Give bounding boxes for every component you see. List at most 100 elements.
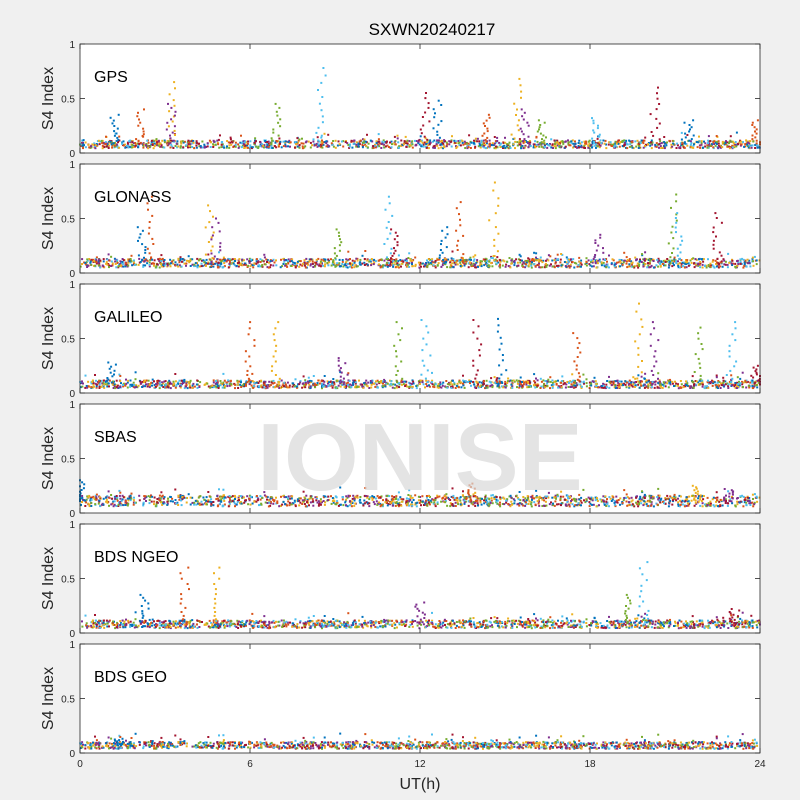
data-point bbox=[245, 384, 247, 387]
data-point bbox=[647, 264, 650, 267]
data-point bbox=[136, 386, 139, 389]
spike-point bbox=[321, 115, 324, 118]
data-point bbox=[310, 380, 313, 383]
data-point bbox=[536, 263, 539, 266]
data-point bbox=[312, 266, 315, 268]
spike-point bbox=[672, 247, 675, 250]
data-point bbox=[468, 258, 471, 261]
data-point bbox=[183, 262, 186, 265]
data-point bbox=[418, 143, 421, 146]
data-point bbox=[558, 146, 561, 149]
data-point bbox=[394, 266, 397, 269]
data-point bbox=[457, 140, 460, 142]
data-point bbox=[404, 135, 407, 138]
data-point bbox=[736, 259, 739, 262]
data-point bbox=[255, 145, 258, 148]
data-point bbox=[425, 262, 427, 264]
data-point bbox=[568, 258, 570, 261]
data-point bbox=[284, 383, 287, 386]
data-point bbox=[519, 376, 522, 379]
data-point bbox=[663, 141, 666, 144]
data-point bbox=[437, 262, 440, 265]
data-point bbox=[609, 141, 612, 144]
data-point bbox=[350, 140, 353, 143]
data-point bbox=[213, 140, 216, 143]
data-point bbox=[610, 262, 613, 265]
spike-point bbox=[338, 369, 341, 372]
data-point bbox=[84, 141, 87, 144]
data-point bbox=[206, 262, 209, 265]
data-point bbox=[408, 252, 411, 255]
spike-point bbox=[428, 120, 431, 123]
spike-point bbox=[510, 133, 513, 136]
spike-point bbox=[396, 244, 399, 247]
spike-point bbox=[135, 138, 138, 141]
data-point bbox=[543, 266, 546, 269]
data-point bbox=[602, 382, 605, 385]
data-point bbox=[658, 379, 661, 382]
data-point bbox=[600, 386, 603, 389]
data-point bbox=[470, 264, 473, 267]
data-point bbox=[231, 262, 234, 265]
data-point bbox=[649, 383, 652, 386]
data-point bbox=[346, 381, 349, 384]
data-point bbox=[574, 384, 577, 387]
spike-point bbox=[653, 327, 656, 330]
data-point bbox=[81, 263, 83, 265]
data-point bbox=[532, 146, 535, 149]
data-point bbox=[560, 253, 563, 255]
data-point bbox=[277, 140, 280, 143]
data-point bbox=[534, 146, 536, 149]
data-point bbox=[741, 257, 744, 260]
data-point bbox=[334, 139, 337, 142]
data-point bbox=[409, 144, 412, 147]
spike-point bbox=[651, 383, 654, 386]
data-point bbox=[179, 145, 182, 148]
data-point bbox=[717, 387, 719, 389]
data-point bbox=[748, 142, 751, 145]
data-point bbox=[464, 142, 467, 145]
spike-point bbox=[481, 134, 484, 137]
spike-point bbox=[395, 350, 397, 353]
data-point bbox=[673, 258, 676, 261]
data-point bbox=[300, 142, 303, 145]
spike-point bbox=[247, 377, 250, 380]
data-point bbox=[422, 145, 425, 148]
data-point bbox=[365, 379, 368, 382]
spike-point bbox=[441, 251, 444, 254]
data-point bbox=[248, 260, 251, 263]
data-point bbox=[654, 145, 657, 148]
data-point bbox=[569, 265, 572, 268]
data-point bbox=[591, 265, 593, 268]
data-point bbox=[106, 142, 109, 145]
spike-point bbox=[597, 259, 600, 262]
data-point bbox=[288, 384, 291, 387]
spike-point bbox=[134, 142, 137, 144]
data-point bbox=[249, 265, 252, 268]
data-point bbox=[153, 380, 155, 383]
data-point bbox=[361, 383, 364, 386]
data-point bbox=[441, 264, 444, 267]
data-point bbox=[615, 142, 618, 145]
data-point bbox=[616, 387, 619, 389]
data-point bbox=[516, 144, 519, 147]
data-point bbox=[129, 385, 132, 388]
data-point bbox=[587, 144, 590, 147]
data-point bbox=[309, 146, 312, 149]
data-point bbox=[427, 144, 430, 146]
data-point bbox=[499, 259, 502, 262]
data-point bbox=[150, 139, 153, 142]
data-point bbox=[313, 261, 316, 264]
data-point bbox=[287, 145, 289, 148]
data-point bbox=[393, 141, 396, 144]
data-point bbox=[263, 253, 266, 256]
data-point bbox=[239, 264, 241, 266]
data-point bbox=[291, 385, 294, 388]
data-point bbox=[542, 141, 545, 144]
data-point bbox=[652, 258, 655, 261]
data-point bbox=[499, 263, 501, 266]
data-point bbox=[553, 380, 556, 383]
data-point bbox=[396, 137, 399, 140]
data-point bbox=[596, 262, 599, 265]
data-point bbox=[614, 383, 617, 386]
